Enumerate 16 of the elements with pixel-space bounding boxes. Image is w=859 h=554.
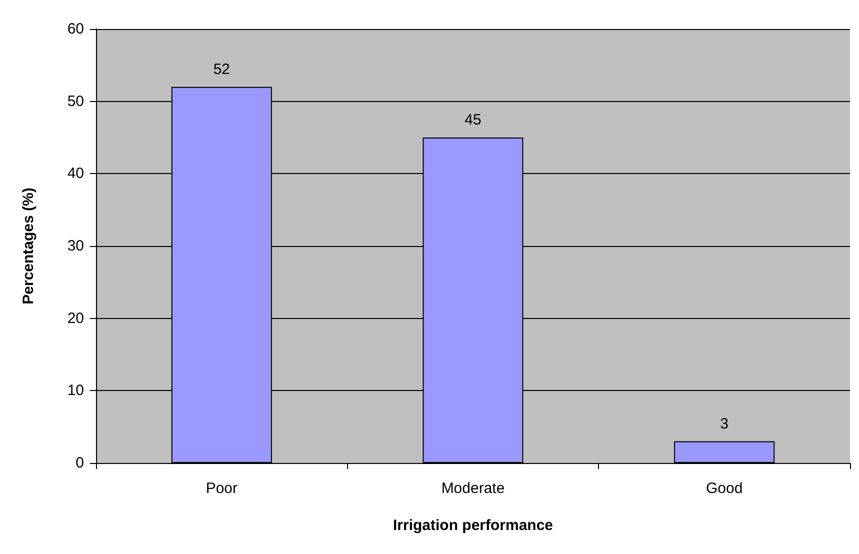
y-tick-label: 50 — [67, 92, 84, 110]
bar — [674, 441, 775, 463]
x-axis-title: Irrigation performance — [392, 517, 554, 534]
x-tick-label: Poor — [206, 480, 238, 497]
data-label: 3 — [720, 415, 729, 432]
x-tick-label: Good — [706, 480, 743, 497]
x-tick-label: Moderate — [441, 480, 505, 497]
data-label: 52 — [213, 60, 230, 78]
y-tick-label: 10 — [67, 382, 84, 400]
y-axis-title: Percentages (%) — [20, 188, 37, 304]
y-tick-label: 40 — [67, 165, 84, 182]
data-label: 45 — [464, 112, 482, 128]
y-tick-label: 60 — [67, 20, 84, 38]
y-tick-label: 0 — [76, 454, 84, 472]
y-tick-label: 20 — [67, 310, 84, 327]
y-tick-label: 30 — [67, 238, 84, 254]
